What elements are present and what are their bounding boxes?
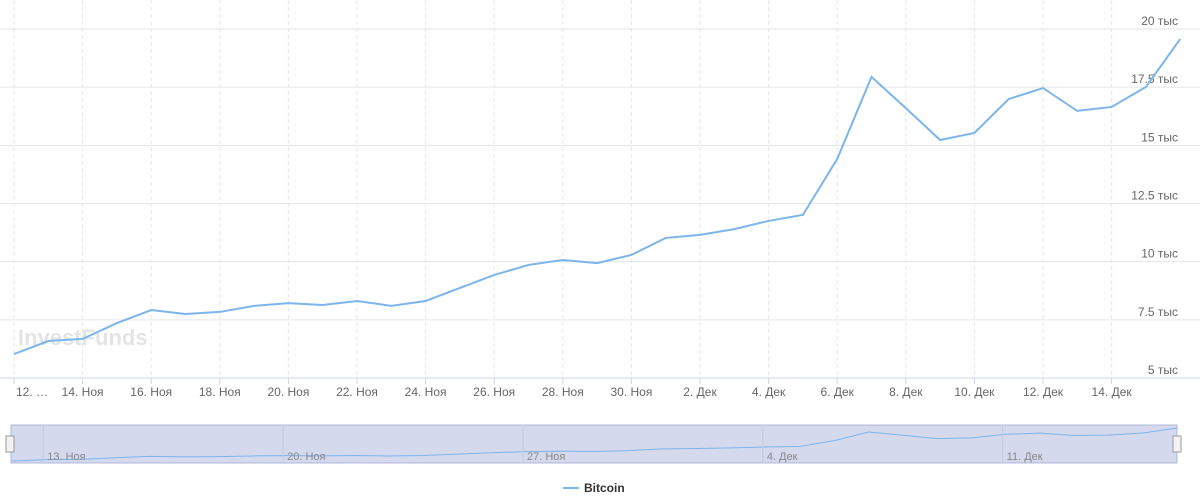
navigator-handle[interactable]: [5, 435, 15, 453]
y-tick-label: 17.5 тыс: [1131, 72, 1178, 86]
y-tick-label: 10 тыс: [1141, 247, 1178, 261]
x-tick-label: 12. …: [16, 385, 48, 399]
y-tick-label: 12.5 тыс: [1131, 189, 1178, 203]
navigator-label: 27. Ноя: [527, 451, 565, 463]
x-tick-label: 10. Дек: [954, 385, 995, 399]
navigator-label: 20. Ноя: [287, 451, 325, 463]
x-tick-label: 4. Дек: [752, 385, 786, 399]
x-tick-label: 22. Ноя: [336, 385, 378, 399]
navigator-label: 13. Ноя: [47, 451, 85, 463]
x-tick-label: 2. Дек: [683, 385, 717, 399]
y-tick-label: 20 тыс: [1141, 14, 1178, 28]
x-tick-label: 6. Дек: [820, 385, 854, 399]
watermark: InvestFunds: [18, 325, 148, 350]
legend-label[interactable]: Bitcoin: [584, 481, 625, 495]
series-line: [13, 38, 1182, 355]
navigator-line: [11, 427, 1178, 462]
navigator-label: 11. Дек: [1007, 451, 1043, 463]
navigator-handle[interactable]: [1172, 435, 1182, 453]
x-tick-label: 20. Ноя: [267, 385, 309, 399]
y-tick-label: 7.5 тыс: [1138, 305, 1178, 319]
y-tick-label: 5 тыс: [1148, 363, 1178, 377]
x-tick-label: 14. Дек: [1092, 385, 1133, 399]
x-tick-label: 26. Ноя: [473, 385, 515, 399]
y-tick-label: 15 тыс: [1141, 130, 1178, 144]
x-tick-label: 16. Ноя: [130, 385, 172, 399]
navigator-label: 4. Дек: [767, 451, 798, 463]
x-tick-label: 14. Ноя: [62, 385, 104, 399]
x-tick-label: 28. Ноя: [542, 385, 584, 399]
x-tick-label: 18. Ноя: [199, 385, 241, 399]
navigator-mask: [10, 424, 1178, 464]
x-tick-label: 30. Ноя: [610, 385, 652, 399]
x-tick-label: 12. Дек: [1023, 385, 1064, 399]
x-tick-label: 8. Дек: [889, 385, 923, 399]
x-tick-label: 24. Ноя: [405, 385, 447, 399]
